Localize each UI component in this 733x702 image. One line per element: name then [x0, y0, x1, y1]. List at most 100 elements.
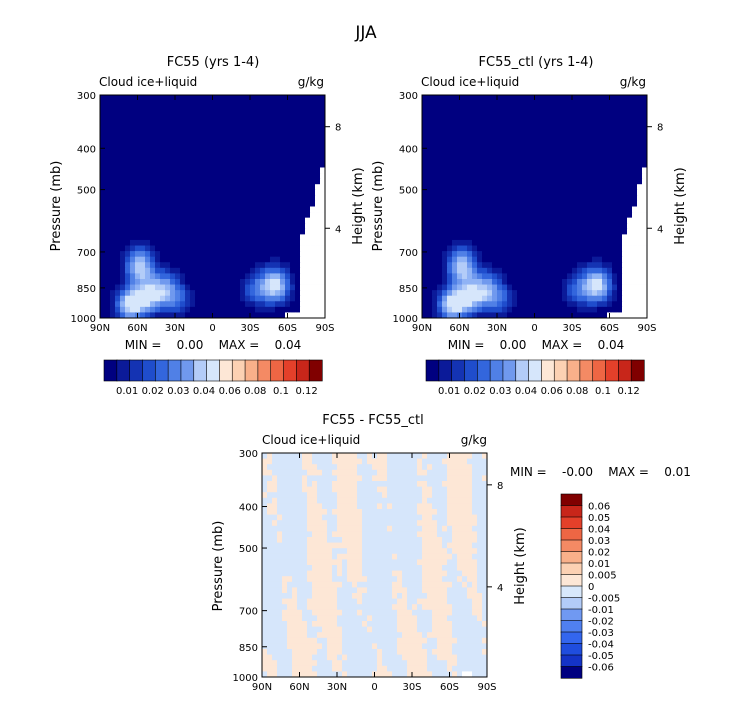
heatmap-cell [407, 531, 413, 538]
panel-fc55: FC55 (yrs 1-4) Cloud ice+liquid g/kg 90N… [49, 55, 366, 397]
heatmap-cell [292, 497, 298, 504]
heatmap-cell [462, 481, 468, 487]
y2-tick-label: 8 [657, 123, 663, 134]
heatmap-cell [417, 598, 423, 605]
heatmap-cell [320, 111, 326, 118]
heatmap-cell [100, 128, 106, 135]
heatmap-cell [517, 306, 523, 313]
heatmap-cell [120, 239, 126, 246]
heatmap-cell [442, 228, 448, 235]
heatmap-cell [497, 95, 503, 101]
heatmap-cell [472, 565, 478, 571]
heatmap-cell [642, 161, 648, 168]
heatmap-cell [170, 245, 176, 252]
heatmap-cell [492, 312, 498, 319]
heatmap-cell [357, 570, 363, 577]
heatmap-cell [392, 464, 398, 471]
heatmap-cell [437, 598, 443, 605]
heatmap-cell [402, 497, 408, 504]
heatmap-cell [497, 312, 503, 319]
heatmap-cell [487, 200, 493, 207]
heatmap-cell [437, 306, 443, 313]
heatmap-cell [195, 273, 201, 280]
heatmap-cell [547, 178, 553, 185]
plot-area [261, 452, 488, 678]
heatmap-cell [572, 256, 578, 263]
heatmap-cell [327, 469, 333, 476]
heatmap-cell [637, 156, 643, 163]
heatmap-cell [295, 267, 301, 274]
heatmap-cell [180, 150, 186, 157]
heatmap-cell [382, 497, 388, 504]
heatmap-cell [310, 184, 316, 191]
heatmap-cell [507, 189, 513, 196]
heatmap-cell [305, 234, 311, 241]
heatmap-cell [260, 150, 266, 157]
heatmap-cell [322, 604, 328, 611]
heatmap-cell [115, 184, 121, 191]
heatmap-cell [642, 206, 648, 213]
heatmap-cell [190, 106, 196, 113]
heatmap-cell [140, 217, 146, 224]
plot-area [99, 94, 326, 319]
heatmap-cell [597, 273, 603, 280]
heatmap-cell [612, 312, 618, 319]
heatmap-cell [627, 200, 633, 207]
heatmap-cell [115, 239, 121, 246]
heatmap-cell [290, 139, 296, 146]
heatmap-cell [280, 206, 286, 213]
heatmap-cell [592, 111, 598, 118]
heatmap-cell [130, 284, 136, 291]
heatmap-cell [627, 117, 633, 124]
heatmap-cell [210, 139, 216, 146]
heatmap-cell [135, 145, 141, 152]
heatmap-cell [225, 267, 231, 274]
heatmap-cell [287, 531, 293, 538]
heatmap-cell [300, 122, 306, 129]
heatmap-cell [372, 565, 378, 571]
heatmap-cell [310, 290, 316, 297]
heatmap-cell [170, 122, 176, 129]
heatmap-cell [287, 481, 293, 487]
heatmap-cell [417, 503, 423, 510]
heatmap-cell [367, 531, 373, 538]
heatmap-cell [377, 469, 383, 476]
heatmap-cell [452, 295, 458, 302]
heatmap-cell [270, 301, 276, 308]
heatmap-cell [387, 486, 393, 493]
heatmap-cell [302, 520, 308, 527]
heatmap-cell [260, 295, 266, 302]
heatmap-cell [240, 195, 246, 202]
heatmap-cell [482, 525, 488, 532]
heatmap-cell [270, 245, 276, 252]
heatmap-cell [427, 481, 433, 487]
heatmap-cell [275, 295, 281, 302]
heatmap-cell [587, 195, 593, 202]
heatmap-cell [422, 458, 428, 465]
heatmap-cell [230, 306, 236, 313]
heatmap-cell [290, 178, 296, 185]
heatmap-cell [315, 239, 321, 246]
heatmap-cell [527, 312, 533, 319]
heatmap-cell [577, 290, 583, 297]
heatmap-cell [477, 559, 483, 566]
heatmap-cell [120, 128, 126, 135]
heatmap-cell [387, 458, 393, 465]
heatmap-cell [467, 206, 473, 213]
heatmap-cell [422, 548, 428, 555]
heatmap-cell [562, 200, 568, 207]
heatmap-cell [547, 184, 553, 191]
heatmap-cell [367, 553, 373, 560]
heatmap-cell [110, 273, 116, 280]
heatmap-cell [210, 223, 216, 230]
heatmap-cell [337, 486, 343, 493]
heatmap-cell [200, 95, 206, 101]
heatmap-cell [260, 278, 266, 285]
heatmap-cell [472, 167, 478, 174]
heatmap-cell [250, 106, 256, 113]
heatmap-cell [477, 475, 483, 482]
heatmap-cell [612, 262, 618, 269]
heatmap-cell [462, 458, 468, 465]
heatmap-cell [290, 301, 296, 308]
heatmap-cell [387, 469, 393, 476]
